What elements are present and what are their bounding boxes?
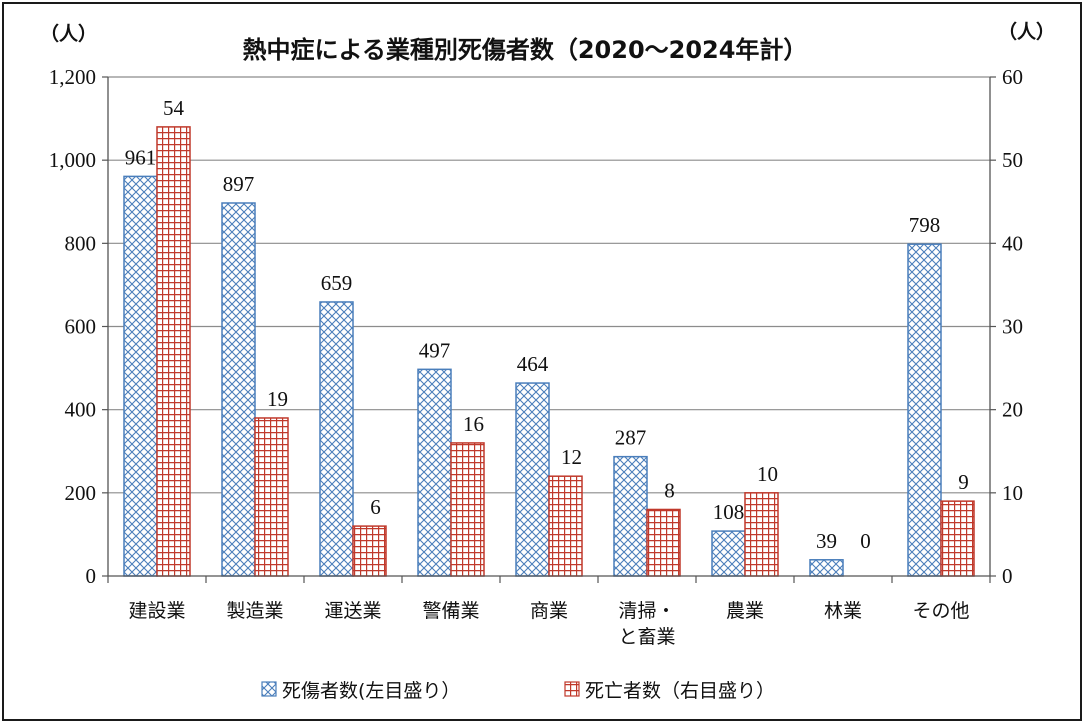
- data-label-injuries: 961: [125, 145, 157, 169]
- data-label-deaths: 9: [958, 470, 969, 494]
- category-label: 建設業: [128, 600, 185, 622]
- data-label-deaths: 0: [860, 529, 871, 553]
- data-label-deaths: 16: [463, 412, 484, 436]
- data-label-injuries: 464: [517, 352, 549, 376]
- bar-deaths: [254, 417, 289, 577]
- data-label-injuries: 39: [816, 529, 837, 553]
- left-axis-tick-label: 1,200: [49, 65, 96, 89]
- data-labels: 961 54 897 19 659 6 497 16 464 12 287 8 108 10 39 0 798 9: [125, 96, 969, 553]
- category-label: 農業: [726, 600, 764, 622]
- right-axis-tick-label: 20: [1002, 398, 1023, 422]
- data-label-injuries: 287: [615, 426, 647, 450]
- category-label: 林業: [824, 600, 862, 622]
- bar-injuries: [319, 301, 354, 577]
- data-label-deaths: 12: [561, 445, 582, 469]
- bar-deaths: [940, 500, 975, 577]
- right-axis-tick-label: 10: [1002, 481, 1023, 505]
- data-label-injuries: 659: [321, 271, 353, 295]
- category-label: その他: [912, 600, 969, 622]
- legend-swatch-deaths: [564, 681, 580, 697]
- bar-deaths: [156, 126, 191, 577]
- bar-injuries: [809, 559, 844, 577]
- bar-deaths: [548, 475, 583, 577]
- left-axis-tick-label: 600: [65, 315, 97, 339]
- right-axis-tick-label: 50: [1002, 148, 1023, 172]
- data-label-injuries: 497: [419, 338, 451, 362]
- bar-deaths: [646, 508, 681, 577]
- data-label-deaths: 8: [664, 478, 675, 502]
- legend: 死傷者数(左目盛り） 死亡者数（右目盛り）: [261, 680, 775, 702]
- category-label: 警備業: [422, 600, 479, 622]
- data-label-injuries: 798: [909, 213, 941, 237]
- bar-injuries: [907, 243, 942, 577]
- left-axis-tick-label: 0: [86, 564, 97, 588]
- left-axis-tick-label: 400: [65, 398, 97, 422]
- category-label: 清掃・: [618, 600, 675, 622]
- axes: 0 0200 10400 20600 30800 401,000 501,200 60建設業製…: [49, 65, 1023, 648]
- bar-injuries: [515, 382, 550, 577]
- right-axis-tick-label: 30: [1002, 315, 1023, 339]
- right-axis-tick-label: 60: [1002, 65, 1023, 89]
- right-axis-unit: （人）: [998, 20, 1055, 43]
- legend-label-deaths: 死亡者数（右目盛り）: [585, 680, 775, 702]
- bar-injuries: [221, 202, 256, 577]
- data-label-injuries: 108: [713, 500, 745, 524]
- bar-deaths: [352, 525, 387, 577]
- data-label-deaths: 54: [163, 96, 185, 120]
- legend-label-injuries: 死傷者数(左目盛り）: [282, 680, 460, 702]
- left-axis-tick-label: 200: [65, 481, 97, 505]
- category-label: 商業: [530, 600, 568, 622]
- chart-title: 熱中症による業種別死傷者数（2020～2024年計）: [243, 36, 808, 64]
- bar-deaths: [450, 442, 485, 577]
- data-label-injuries: 897: [223, 172, 255, 196]
- data-label-deaths: 6: [370, 495, 381, 519]
- bar-injuries: [711, 530, 746, 577]
- data-label-deaths: 19: [267, 387, 288, 411]
- bar-injuries: [123, 175, 158, 577]
- category-label: 製造業: [226, 600, 283, 622]
- data-label-deaths: 10: [757, 462, 778, 486]
- right-axis-tick-label: 0: [1002, 564, 1013, 588]
- legend-swatch-injuries: [261, 681, 277, 697]
- left-axis-tick-label: 800: [65, 231, 97, 255]
- right-axis-tick-label: 40: [1002, 231, 1023, 255]
- bar-deaths: [744, 492, 779, 577]
- bar-injuries: [613, 455, 648, 577]
- left-axis-unit: （人）: [40, 22, 97, 45]
- bars: [123, 126, 975, 577]
- bar-injuries: [417, 368, 452, 577]
- left-axis-tick-label: 1,000: [49, 148, 96, 172]
- category-label: と畜業: [618, 626, 675, 648]
- category-label: 運送業: [324, 600, 381, 622]
